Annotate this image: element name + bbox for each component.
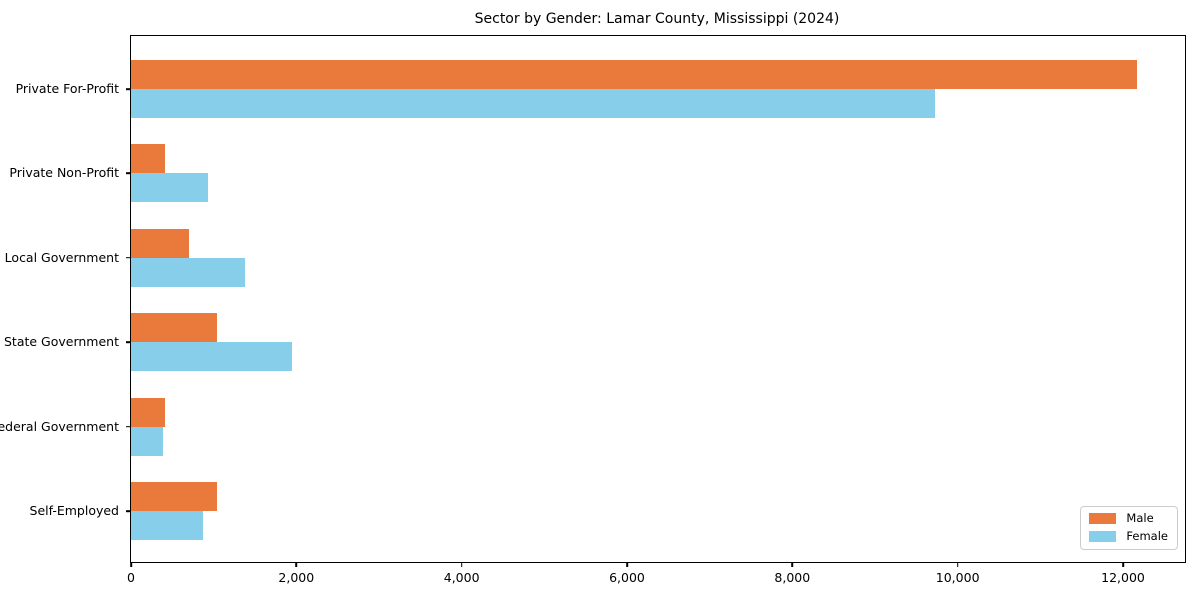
x-axis-tick-label: 6,000 bbox=[609, 570, 645, 585]
bar-female-federal-government bbox=[131, 426, 163, 456]
x-axis-tick bbox=[791, 562, 794, 567]
bar-female-self-employed bbox=[131, 511, 203, 540]
y-axis-tick bbox=[126, 510, 131, 512]
bar-male-self-employed bbox=[131, 482, 217, 511]
x-axis-tick bbox=[460, 562, 463, 567]
x-axis-tick bbox=[1122, 562, 1124, 567]
x-axis-tick-label: 4,000 bbox=[443, 570, 480, 585]
plot-area: Male Female Private For-Profit Private No… bbox=[0, 35, 1186, 585]
x-axis-tick-label: 10,000 bbox=[935, 570, 980, 585]
y-axis-label-federal-government: Federal Government bbox=[0, 418, 119, 434]
legend-item-male: Male bbox=[1089, 512, 1168, 525]
y-axis-label-state-government: State Government bbox=[3, 334, 119, 350]
bar-female-local-government bbox=[131, 257, 246, 287]
bar-female-state-government bbox=[131, 342, 292, 372]
bar-male-local-government bbox=[131, 228, 190, 258]
x-axis-tick bbox=[295, 562, 298, 567]
chart-title: Sector by Gender: Lamar County, Mississi… bbox=[474, 11, 840, 27]
x-axis-tick-label: 2,000 bbox=[278, 570, 315, 585]
y-axis-label-local-government: Local Government bbox=[4, 249, 119, 265]
x-axis-tick bbox=[626, 562, 628, 567]
x-axis-tick-label: 0 bbox=[127, 570, 135, 585]
y-axis-label-private-non-profit: Private Non-Profit bbox=[9, 165, 119, 181]
y-axis-tick bbox=[126, 341, 131, 343]
legend-label-male: Male bbox=[1126, 511, 1154, 525]
legend: Male Female bbox=[1080, 506, 1178, 550]
x-axis-tick bbox=[130, 562, 132, 567]
male-swatch-icon bbox=[1089, 513, 1117, 524]
y-axis-label-self-employed: Self-Employed bbox=[29, 503, 119, 518]
legend-item-female: Female bbox=[1089, 530, 1168, 543]
y-axis-tick bbox=[126, 88, 131, 90]
bar-male-private-for-profit bbox=[131, 60, 1138, 89]
bar-male-state-government bbox=[131, 313, 217, 343]
y-axis-label-private-for-profit: Private For-Profit bbox=[15, 81, 119, 96]
female-swatch-icon bbox=[1089, 531, 1117, 542]
y-axis-tick bbox=[126, 172, 131, 175]
x-axis-tick bbox=[956, 562, 959, 567]
legend-label-female: Female bbox=[1126, 529, 1168, 543]
y-axis-tick bbox=[126, 256, 131, 259]
y-axis-tick bbox=[126, 425, 131, 428]
x-axis-tick-label: 12,000 bbox=[1101, 570, 1145, 585]
bar-female-private-for-profit bbox=[131, 89, 936, 118]
bar-female-private-non-profit bbox=[131, 173, 209, 203]
bar-male-private-non-profit bbox=[131, 144, 165, 174]
x-axis-tick-label: 8,000 bbox=[774, 570, 811, 585]
bar-male-federal-government bbox=[131, 397, 165, 427]
